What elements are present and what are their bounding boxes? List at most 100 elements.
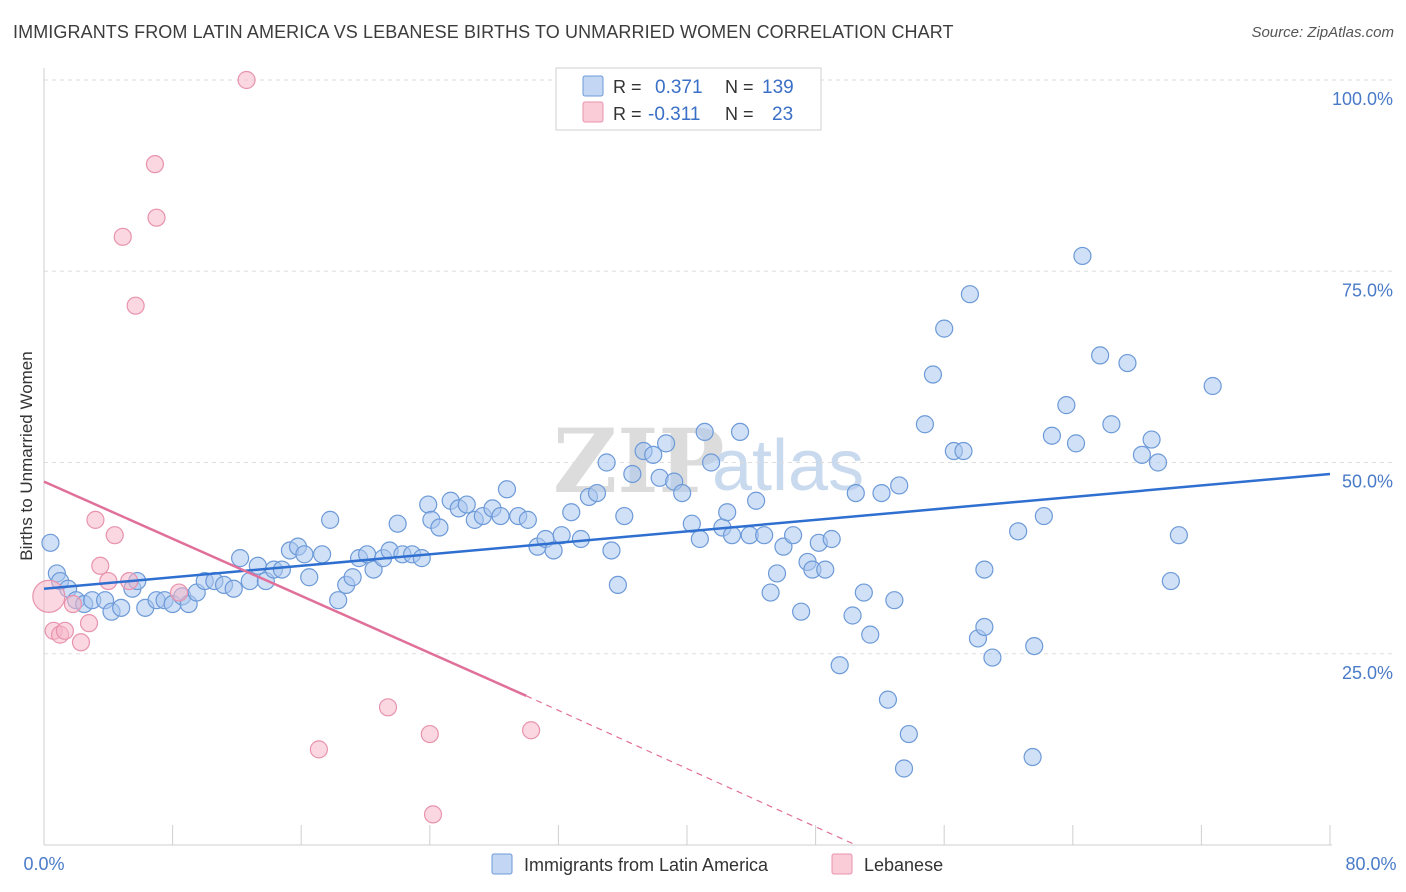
point-latin-america xyxy=(1203,376,1222,396)
point-latin-america xyxy=(885,591,904,610)
y-tick-label: 50.0% xyxy=(1342,472,1393,492)
point-latin-america xyxy=(722,526,742,545)
point-latin-america xyxy=(571,529,591,549)
point-latin-america xyxy=(412,549,431,568)
point-latin-america xyxy=(846,484,865,503)
gridlines xyxy=(44,79,1395,655)
point-latin-america xyxy=(430,518,449,537)
point-latin-america xyxy=(419,495,438,514)
point-lebanese xyxy=(86,510,105,529)
point-lebanese xyxy=(105,526,124,545)
point-latin-america xyxy=(747,491,766,510)
point-latin-america xyxy=(923,365,943,384)
point-latin-america xyxy=(321,510,340,529)
legend-n-value-1: 139 xyxy=(762,77,794,98)
point-latin-america xyxy=(975,560,994,579)
point-latin-america xyxy=(329,591,348,610)
point-latin-america xyxy=(960,285,980,304)
point-latin-america xyxy=(657,434,676,453)
point-latin-america xyxy=(894,759,914,778)
y-axis-label: Births to Unmarried Women xyxy=(17,351,36,560)
point-latin-america xyxy=(1118,353,1137,373)
point-lebanese xyxy=(169,583,189,602)
point-latin-america xyxy=(975,617,994,637)
point-latin-america xyxy=(1023,747,1042,767)
axes xyxy=(43,68,1332,846)
legend-swatch-latin-america xyxy=(582,75,604,97)
point-lebanese xyxy=(237,70,256,90)
legend-r-value-2: -0.311 xyxy=(648,104,700,125)
bottom-legend-label-lebanese: Lebanese xyxy=(864,855,943,875)
x-ticks xyxy=(43,825,1331,845)
point-latin-america xyxy=(41,533,60,552)
point-latin-america xyxy=(597,453,616,472)
point-lebanese xyxy=(63,594,83,614)
point-lebanese xyxy=(32,579,66,613)
point-lebanese xyxy=(420,724,439,744)
x-tick-label-min: 0.0% xyxy=(23,854,64,874)
watermark-zip: ZIP xyxy=(553,409,725,513)
point-latin-america xyxy=(248,556,267,575)
point-latin-america xyxy=(1025,636,1044,656)
series-lebanese-points xyxy=(32,70,541,824)
point-latin-america xyxy=(1169,526,1188,545)
point-latin-america xyxy=(1148,453,1168,472)
trend-line-lebanese xyxy=(43,480,527,697)
point-lebanese xyxy=(147,208,166,227)
point-latin-america xyxy=(792,602,811,621)
point-latin-america xyxy=(854,583,873,602)
legend-r-label-1: R = xyxy=(613,77,642,97)
point-latin-america xyxy=(491,506,510,526)
point-latin-america xyxy=(761,583,780,602)
point-latin-america xyxy=(1091,346,1110,365)
legend-r-label-2: R = xyxy=(613,104,642,124)
point-latin-america xyxy=(690,529,709,549)
series-latin-america-points xyxy=(41,246,1222,778)
point-latin-america xyxy=(702,453,721,472)
point-lebanese xyxy=(309,740,328,759)
point-latin-america xyxy=(899,724,918,744)
source-credit: Source: ZipAtlas.com xyxy=(1251,24,1394,41)
point-latin-america xyxy=(112,598,131,617)
bottom-legend-swatch-lebanese xyxy=(831,853,853,875)
point-lebanese xyxy=(423,805,443,824)
correlation-legend: R = 0.371 N = 139 R = -0.311 N = 23 xyxy=(555,67,822,131)
point-latin-america xyxy=(767,564,787,583)
point-latin-america xyxy=(388,514,407,533)
point-latin-america xyxy=(954,441,973,461)
point-latin-america xyxy=(623,464,642,484)
point-latin-america xyxy=(1057,396,1076,415)
point-latin-america xyxy=(562,503,581,522)
point-latin-america xyxy=(644,445,663,464)
point-latin-america xyxy=(608,575,627,595)
point-latin-america xyxy=(872,484,891,503)
point-latin-america xyxy=(718,503,737,522)
point-lebanese xyxy=(79,614,99,633)
trend-line-latin-america xyxy=(43,472,1331,590)
point-latin-america xyxy=(816,560,835,579)
point-latin-america xyxy=(602,541,621,560)
bottom-legend-swatch-latin-america xyxy=(491,853,513,875)
point-latin-america xyxy=(935,319,954,338)
point-latin-america xyxy=(1132,445,1152,464)
point-lebanese xyxy=(71,633,91,652)
point-latin-america xyxy=(1034,506,1053,526)
point-latin-america xyxy=(1161,571,1180,591)
point-latin-america xyxy=(343,568,362,587)
point-latin-america xyxy=(1142,430,1161,449)
y-tick-label: 25.0% xyxy=(1342,663,1393,683)
point-latin-america xyxy=(300,568,319,587)
point-latin-america xyxy=(843,606,862,625)
point-latin-america xyxy=(518,510,537,529)
point-latin-america xyxy=(861,625,880,644)
legend-swatch-lebanese xyxy=(582,101,604,123)
y-tick-label: 75.0% xyxy=(1342,280,1393,300)
point-latin-america xyxy=(1009,522,1028,541)
y-tick-label: 100.0% xyxy=(1332,89,1393,109)
legend-n-label-2: N = xyxy=(725,104,754,124)
point-latin-america xyxy=(673,484,692,503)
point-lebanese xyxy=(113,227,132,246)
point-lebanese xyxy=(126,296,145,315)
point-latin-america xyxy=(830,656,849,675)
